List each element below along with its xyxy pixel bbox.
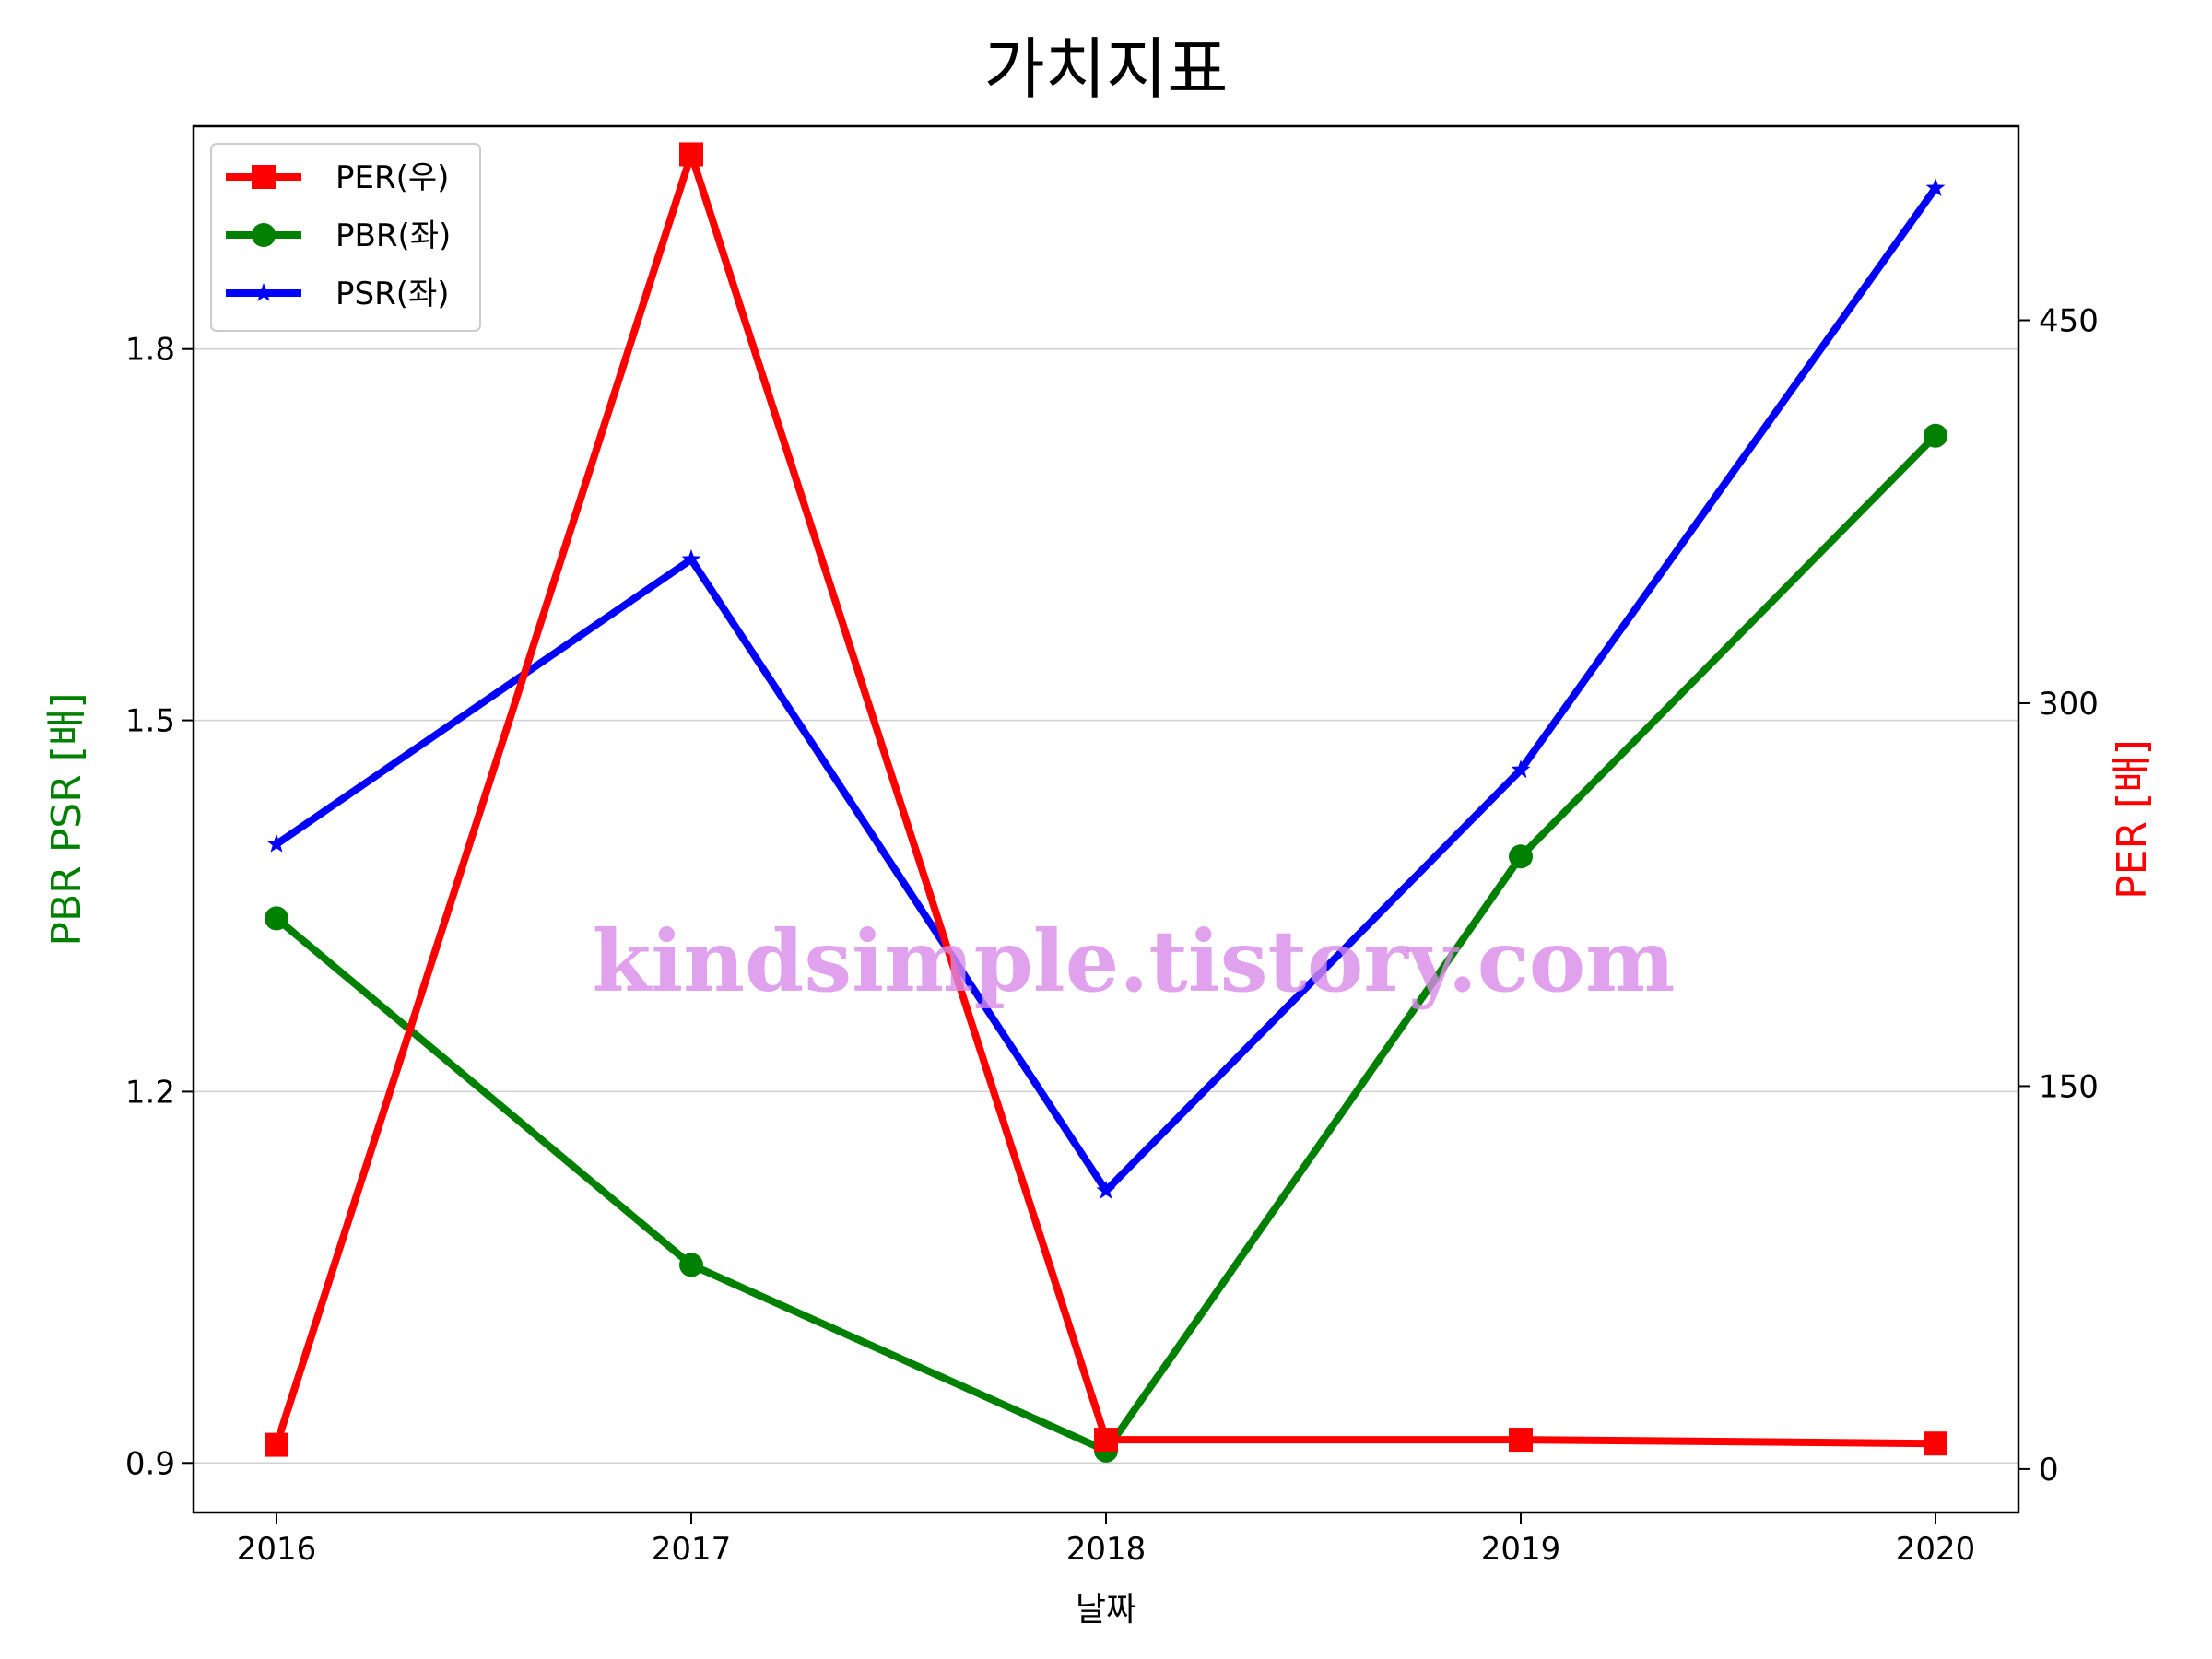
legend-label: PER(우) bbox=[335, 159, 449, 196]
y-left-tick-label: 1.5 bbox=[125, 703, 175, 740]
y-right-tick-label: 0 bbox=[2039, 1452, 2059, 1488]
data-point bbox=[1511, 759, 1531, 779]
data-point bbox=[1924, 423, 1947, 448]
watermark: kindsimple.tistory.com bbox=[592, 912, 1675, 1011]
y-left-tick-label: 1.8 bbox=[125, 332, 175, 369]
data-point bbox=[265, 1432, 288, 1457]
data-point bbox=[266, 833, 287, 853]
data-point bbox=[681, 549, 701, 568]
x-tick-label: 2017 bbox=[652, 1531, 732, 1568]
data-point bbox=[1924, 1431, 1947, 1456]
y-left-tick-label: 0.9 bbox=[125, 1445, 175, 1482]
y-axis-left: 0.9 1.2 1.5 1.8 bbox=[125, 332, 194, 1482]
legend-marker bbox=[252, 223, 276, 247]
data-point bbox=[1509, 844, 1533, 869]
legend-label: PBR(좌) bbox=[335, 218, 451, 254]
data-point bbox=[1094, 1428, 1118, 1453]
data-point bbox=[679, 1253, 703, 1277]
data-point bbox=[1096, 1180, 1116, 1199]
x-axis-label: 날짜 bbox=[1076, 1591, 1136, 1629]
x-axis: 2016 2017 2018 2019 2020 bbox=[237, 1512, 1976, 1568]
x-tick-label: 2016 bbox=[237, 1531, 317, 1568]
x-tick-label: 2018 bbox=[1066, 1531, 1147, 1568]
y-right-tick-label: 450 bbox=[2039, 303, 2099, 340]
chart-title: 가치지표 bbox=[984, 30, 1229, 108]
series-markers bbox=[265, 142, 1947, 1463]
data-point bbox=[1509, 1428, 1533, 1453]
x-tick-label: 2020 bbox=[1896, 1531, 1976, 1568]
y-axis-left-label: PBR PSR [배] bbox=[43, 692, 90, 946]
data-point bbox=[1925, 178, 1946, 196]
legend-label: PSR(좌) bbox=[335, 276, 450, 312]
data-point bbox=[265, 906, 288, 931]
data-point bbox=[679, 142, 703, 167]
y-right-tick-label: 300 bbox=[2039, 686, 2099, 723]
y-axis-right: 0 150 300 450 bbox=[2018, 303, 2099, 1488]
legend: PER(우) PBR(좌) PSR(좌) bbox=[210, 143, 481, 332]
legend-box bbox=[210, 143, 481, 332]
legend-marker bbox=[252, 165, 276, 189]
x-tick-label: 2019 bbox=[1481, 1531, 1561, 1568]
y-axis-right-label: PER [배] bbox=[2109, 739, 2156, 900]
grid-lines bbox=[194, 347, 2018, 1465]
y-left-tick-label: 1.2 bbox=[125, 1074, 175, 1111]
y-right-tick-label: 150 bbox=[2039, 1068, 2099, 1105]
legend-marker bbox=[253, 283, 274, 301]
